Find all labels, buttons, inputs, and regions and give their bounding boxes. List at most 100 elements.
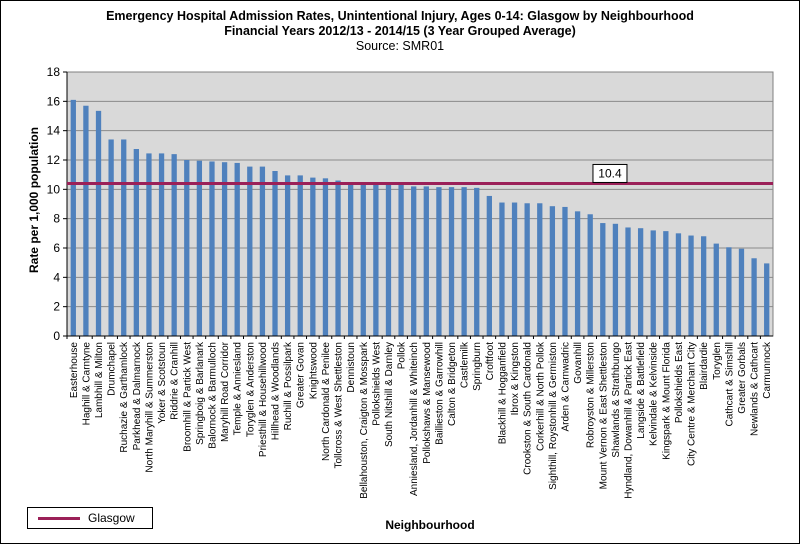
- bar: [158, 153, 165, 336]
- x-tick-label: Springboig & Barlanark: [195, 341, 206, 445]
- x-tick-label: Blackhill & Hogganfield: [497, 342, 508, 444]
- bar: [574, 211, 581, 336]
- y-tick-label: 10: [47, 182, 61, 196]
- x-tick-label: Shawlands & Strathbungo: [611, 342, 622, 458]
- x-tick-label: Springburn: [472, 342, 483, 391]
- bar: [335, 180, 341, 336]
- x-tick-label: Tollcross & West Shettleston: [334, 342, 345, 469]
- x-tick-label: Anniesland, Jordanhill & Whiteinch: [409, 342, 420, 496]
- bar: [423, 186, 429, 336]
- bar: [587, 214, 593, 336]
- reference-value-label: 10.4: [598, 166, 622, 180]
- x-tick-label: Broomhill & Partick West: [182, 342, 193, 452]
- bar: [411, 186, 417, 336]
- x-tick-label: Hillhead & Woodlands: [271, 342, 282, 440]
- bar: [562, 206, 568, 336]
- bar: [184, 160, 190, 336]
- bar: [284, 175, 291, 336]
- x-tick-label: Haghill & Carntyne: [81, 342, 92, 426]
- bar: [675, 233, 682, 336]
- legend-label-glasgow: Glasgow: [88, 511, 135, 525]
- x-tick-label: Dennistoun: [346, 342, 357, 393]
- y-tick-label: 12: [47, 153, 61, 167]
- bar: [133, 149, 139, 336]
- bar: [499, 202, 505, 336]
- x-tick-label: Baillieston & Garrowhill: [434, 342, 445, 445]
- bar: [726, 247, 732, 336]
- x-tick-label: Sighthill, Roystonhill & Germiston: [548, 342, 559, 490]
- bar: [436, 187, 442, 336]
- x-tick-label: Robroyston & Millerston: [586, 342, 597, 448]
- bar: [171, 154, 177, 336]
- bar: [612, 223, 619, 336]
- x-tick-label: Ruchill & Possilpark: [283, 341, 294, 430]
- bar: [461, 187, 467, 336]
- bar: [209, 161, 215, 336]
- legend: Glasgow: [27, 507, 153, 529]
- bar: [663, 231, 669, 336]
- y-tick-label: 6: [53, 241, 60, 255]
- bar: [360, 182, 366, 336]
- bar: [272, 171, 278, 336]
- y-tick-label: 14: [47, 124, 61, 138]
- x-tick-label: City Centre & Merchant City: [687, 342, 698, 466]
- y-tick-label: 2: [53, 300, 60, 314]
- y-tick-label: 16: [47, 94, 61, 108]
- bar: [247, 166, 253, 336]
- x-tick-label: Calton & Bridgeton: [447, 342, 458, 426]
- reference-value-box: [592, 163, 628, 183]
- x-tick-label: Mount Vernon & East Shettleston: [598, 342, 609, 489]
- bar: [537, 203, 543, 336]
- x-tick-label: North Cardonald & Penilee: [321, 342, 332, 461]
- bar: [688, 235, 694, 336]
- x-tick-label: Toryglen & Anderston: [245, 342, 256, 437]
- x-tick-label: Corkerhill & North Pollok: [535, 341, 546, 451]
- x-tick-label: Pollokshields West: [371, 342, 382, 426]
- x-tick-label: Pollok: [397, 341, 408, 369]
- bar: [385, 182, 392, 336]
- chart-title: Emergency Hospital Admission Rates, Unin…: [106, 9, 694, 23]
- x-tick-label: Ruchazie & Garthamlock: [119, 341, 130, 453]
- x-tick-label: Riddrie & Cranhill: [170, 342, 181, 420]
- x-tick-label: Easterhouse: [69, 342, 80, 399]
- bar: [398, 183, 404, 336]
- bar: [448, 187, 455, 336]
- x-tick-label: Kingspark & Mount Florida: [661, 342, 672, 460]
- x-axis-label: Neighbourhood: [385, 518, 475, 532]
- bar: [524, 203, 530, 336]
- bar: [348, 182, 354, 336]
- bar: [751, 258, 757, 336]
- x-tick-label: Toryglen: [712, 342, 723, 380]
- y-tick-label: 8: [53, 212, 60, 226]
- bar: [259, 166, 266, 336]
- x-tick-label: Balornock & Barmulloch: [207, 342, 218, 449]
- bar: [625, 227, 631, 336]
- x-tick-label: Bellahouston, Craigton & Mosspark: [359, 341, 370, 499]
- bar: [373, 182, 379, 336]
- bar: [764, 263, 770, 336]
- x-tick-label: Carmunnock: [762, 341, 773, 399]
- bar: [738, 248, 745, 336]
- bar: [83, 105, 89, 336]
- bar: [121, 139, 127, 336]
- bar: [549, 206, 556, 336]
- x-tick-label: Blairdardie: [699, 342, 710, 390]
- chart-source: Source: SMR01: [355, 39, 445, 53]
- x-tick-label: North Maryhill & Summerston: [144, 342, 155, 473]
- x-tick-label: Temple & Anniesland: [233, 342, 244, 435]
- x-tick-label: Parkhead & Dalmarnock: [132, 341, 143, 450]
- bar: [196, 160, 203, 336]
- bar: [146, 153, 152, 336]
- bar: [474, 187, 480, 336]
- x-tick-label: Newlands & Cathcart: [750, 342, 761, 436]
- legend-swatch-glasgow: [38, 517, 80, 520]
- y-tick-label: 4: [53, 270, 60, 284]
- bar: [637, 228, 644, 336]
- bar: [297, 175, 303, 336]
- x-tick-label: Kelvindale & Kelvinside: [649, 342, 660, 446]
- x-tick-label: Langside & Battlefield: [636, 342, 647, 439]
- x-tick-label: Pollokshaws & Mansewood: [422, 342, 433, 464]
- x-tick-label: Yoker & Scotstoun: [157, 342, 168, 424]
- bar: [310, 177, 316, 336]
- y-tick-label: 18: [47, 65, 61, 79]
